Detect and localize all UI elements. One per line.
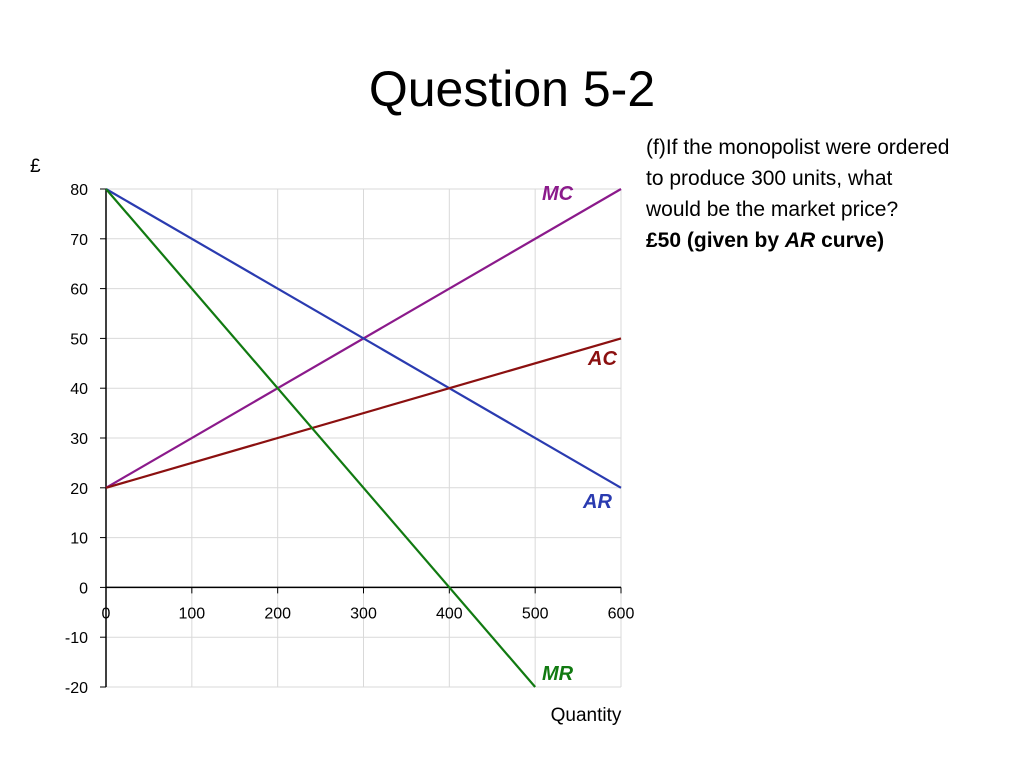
series-line-mr — [105, 188, 536, 688]
x-tick-label: 500 — [522, 605, 549, 622]
series-label-ac: AC — [587, 348, 617, 370]
x-axis-title: Quantity — [551, 705, 622, 726]
y-axis-title: £ — [30, 156, 41, 177]
axis-layer: -20 -10 0 10 20 30 40 50 60 70 80 0 100 200 300 400 500 6… — [65, 182, 635, 697]
series-line-ar — [105, 188, 622, 489]
y-tick-label: 20 — [70, 481, 88, 498]
x-tick-label: 300 — [350, 605, 377, 622]
x-tick-label: 200 — [264, 605, 291, 622]
series-line-ac — [105, 337, 622, 489]
x-tick-label: 400 — [436, 605, 463, 622]
y-tick-label: -10 — [65, 630, 88, 647]
series-layer — [105, 188, 622, 688]
question-line-1: (f)If the monopolist were ordered — [646, 136, 950, 159]
x-tick-label: 0 — [102, 605, 111, 622]
y-tick-label: 80 — [70, 182, 88, 199]
x-tick-label: 600 — [608, 605, 635, 622]
y-tick-label: 50 — [70, 331, 88, 348]
y-tick-label: 0 — [79, 580, 88, 597]
series-label-mc: MC — [542, 183, 574, 205]
answer-emphasis: AR — [784, 229, 816, 252]
y-tick-label: 30 — [70, 431, 88, 448]
answer-text: £50 (given by AR curve) — [646, 225, 1016, 256]
question-text: (f)If the monopolist were ordered to pro… — [646, 132, 1016, 256]
y-tick-label: 10 — [70, 531, 88, 548]
answer-prefix: £50 (given by — [646, 229, 785, 252]
series-label-ar: AR — [582, 491, 612, 513]
label-layer: MC AR AC MR — [542, 183, 617, 685]
y-tick-label: -20 — [65, 680, 88, 697]
answer-suffix: curve) — [815, 229, 885, 252]
question-line-3: would be the market price? — [646, 198, 899, 221]
y-tick-label: 60 — [70, 282, 88, 299]
question-line-2: to produce 300 units, what — [646, 167, 893, 190]
series-label-mr: MR — [542, 663, 574, 685]
y-tick-label: 40 — [70, 381, 88, 398]
slide-title: Question 5-2 — [368, 61, 656, 117]
x-tick-label: 100 — [178, 605, 205, 622]
y-tick-label: 70 — [70, 232, 88, 249]
